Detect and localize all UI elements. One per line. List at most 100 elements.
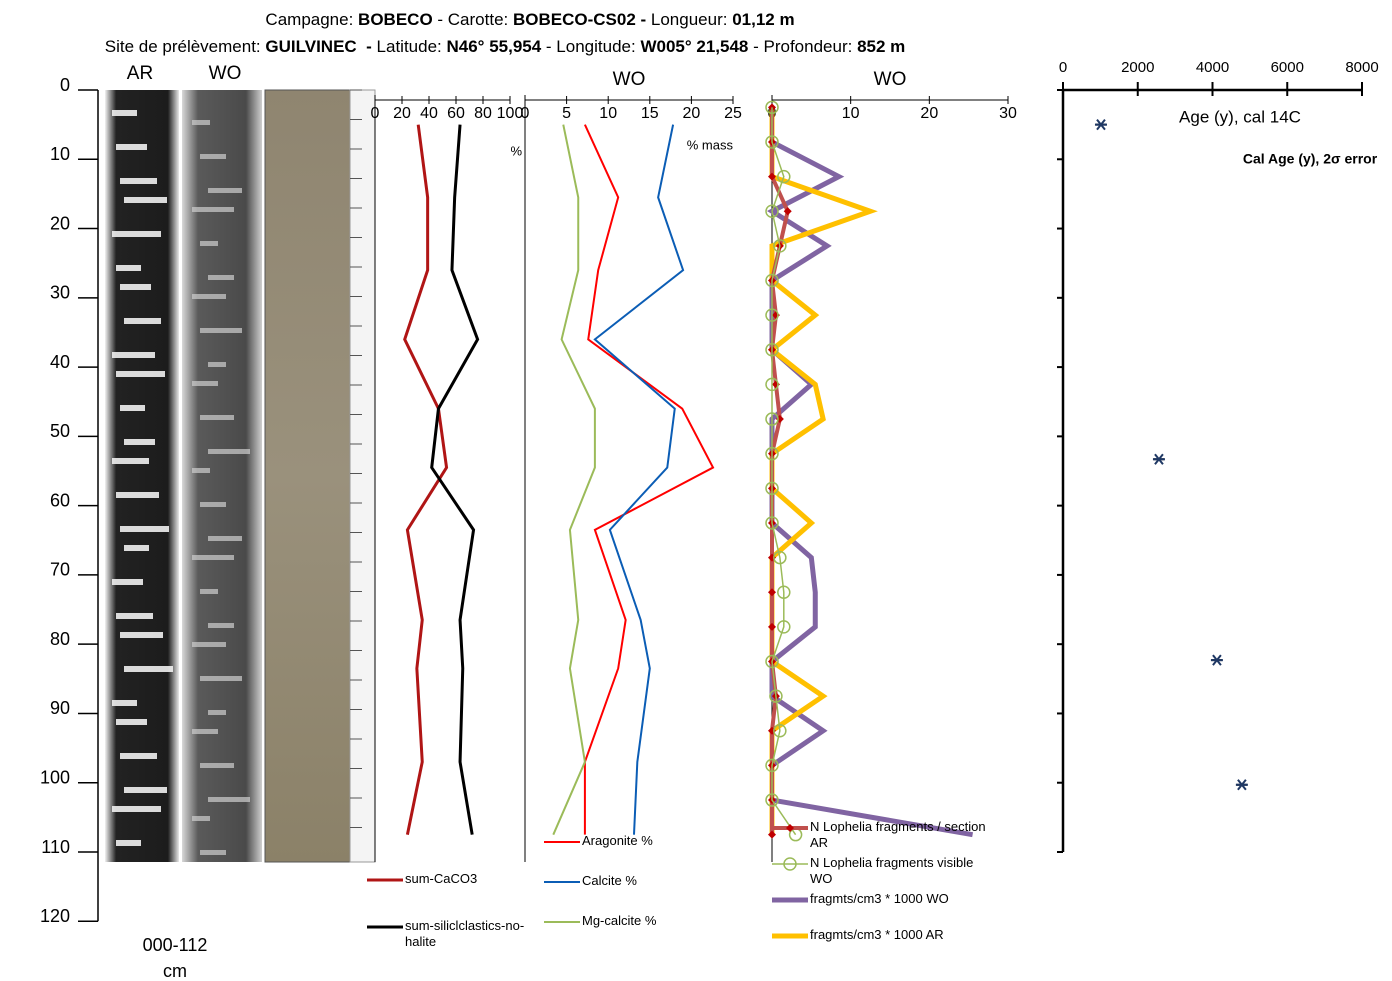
y-tick-label: 90: [50, 698, 70, 718]
x-tick-label: 8000: [1345, 59, 1378, 76]
xray-feature: [200, 241, 218, 246]
marker: [765, 377, 779, 392]
xray-feature: [112, 110, 137, 116]
marker: [765, 343, 779, 357]
marker: [765, 654, 779, 669]
xray-feature: [200, 415, 234, 420]
marker: [769, 689, 783, 703]
marker: [768, 830, 776, 839]
xray-feature: [124, 545, 149, 551]
xray-feature: [124, 787, 167, 793]
xray-feature: [116, 840, 141, 846]
marker: [765, 273, 779, 288]
marker: [783, 857, 797, 871]
header-text: - Profondeur:: [748, 37, 858, 56]
marker: [765, 516, 779, 530]
series-line: [403, 124, 449, 835]
marker: [765, 758, 779, 773]
x-tick-label: 80: [474, 105, 492, 122]
x-axis-label: %: [510, 143, 522, 158]
y-tick-label: 60: [50, 490, 70, 510]
x-tick-label: 4000: [1196, 59, 1229, 76]
series-line: [583, 124, 715, 835]
legend-entry: fragmts/cm3 * 1000 AR: [810, 927, 944, 942]
legend-label: N Lophelia fragments / section AR: [810, 819, 986, 850]
header-text: BOBECO: [358, 10, 433, 29]
header-text: 852 m: [857, 37, 906, 56]
y-tick-label: 100: [40, 767, 70, 787]
marker: [765, 793, 779, 807]
y-tick-label: 40: [50, 352, 70, 372]
xray-feature: [116, 265, 141, 271]
marker: [765, 135, 779, 149]
xray-feature: [208, 188, 242, 193]
xray-feature: [192, 816, 210, 821]
xray-feature: [200, 850, 226, 855]
core-photo: [264, 89, 351, 863]
marker: [765, 446, 779, 461]
xray-feature: [208, 710, 226, 715]
x-tick-label: 0: [371, 105, 380, 122]
marker: [773, 550, 787, 565]
xray-image-ar: [105, 90, 179, 862]
series-line: [552, 124, 596, 836]
y-tick-label: 80: [50, 629, 70, 649]
chart-title: WO: [874, 69, 907, 90]
x-tick-label: 20: [393, 105, 411, 122]
legend-entry: Aragonite %: [582, 833, 653, 848]
series-line: [430, 124, 480, 835]
header-text: - Longitude:: [541, 37, 641, 56]
xray-feature: [120, 178, 157, 184]
xray-feature: [112, 806, 161, 812]
legend-entry: sum-CaCO3: [405, 871, 477, 886]
marker: [765, 481, 779, 496]
core-label: WO: [209, 63, 242, 84]
xray-feature: [112, 231, 161, 237]
xray-feature: [120, 405, 145, 411]
xray-feature: [208, 797, 250, 802]
xray-feature: [116, 144, 147, 150]
xray-feature: [116, 613, 153, 619]
chart-title: WO: [613, 69, 646, 90]
header-text: Site de prélèvement:: [104, 37, 266, 56]
series-line: [766, 107, 974, 838]
legend-entry: sum-siliclclastics-no-halite: [405, 918, 524, 949]
data-point: [1235, 779, 1248, 791]
xray-feature: [200, 154, 226, 159]
annotation: Cal Age (y), 2σ error: [1243, 151, 1378, 167]
marker: [768, 622, 776, 631]
xray-feature: [120, 753, 157, 759]
xray-feature: [112, 458, 149, 464]
xray-feature: [200, 502, 226, 507]
legend-entry: fragmts/cm3 * 1000 WO: [810, 891, 949, 906]
x-tick-label: 40: [420, 105, 438, 122]
data-point: [1094, 119, 1107, 131]
xray-feature: [112, 579, 143, 585]
xray-feature: [192, 468, 210, 473]
x-tick-label: 2000: [1121, 59, 1154, 76]
marker: [783, 207, 792, 216]
header-text: Latitude:: [371, 37, 447, 56]
xray-feature: [116, 719, 147, 725]
xray-feature: [120, 284, 151, 290]
xray-feature: [116, 492, 159, 498]
xray-feature: [124, 197, 167, 203]
y-tick-label: 110: [41, 837, 70, 857]
legend-label: Calcite %: [582, 873, 637, 888]
xray-feature: [192, 381, 218, 386]
xray-feature: [192, 294, 226, 299]
annotation: Age (y), cal 14C: [1179, 107, 1301, 126]
header-text: 01,12 m: [732, 10, 795, 29]
marker: [768, 588, 776, 597]
xray-feature: [208, 362, 226, 367]
y-tick-label: 20: [50, 213, 70, 233]
xray-image-wo: [182, 90, 262, 862]
x-tick-label: 20: [920, 105, 938, 122]
legend-label: Aragonite %: [582, 833, 653, 848]
legend-label: N Lophelia fragments visible WO: [810, 855, 974, 886]
marker: [777, 169, 791, 184]
x-tick-label: 0: [1059, 59, 1067, 76]
header-text: BOBECO-CS02 -: [512, 10, 647, 29]
x-tick-label: 15: [641, 105, 659, 122]
